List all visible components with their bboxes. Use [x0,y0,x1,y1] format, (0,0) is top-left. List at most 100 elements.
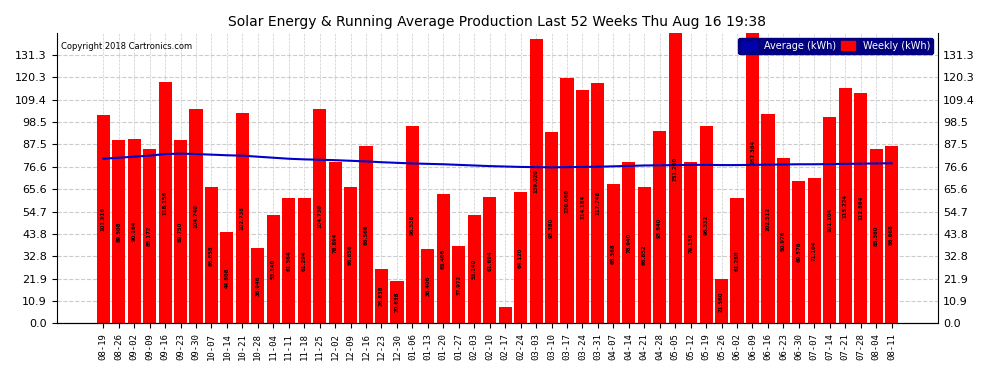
Bar [885,146,898,323]
Text: 20.638: 20.638 [394,292,399,312]
Bar [143,149,156,323]
Text: 78.940: 78.940 [627,232,632,253]
Bar [467,215,481,323]
Text: 61.280: 61.280 [735,251,740,271]
Text: 85.360: 85.360 [873,226,879,246]
Bar [422,249,435,323]
Text: 101.916: 101.916 [101,207,106,231]
Text: 104.740: 104.740 [193,204,198,228]
Bar [499,308,512,323]
Bar [638,187,650,323]
Bar [715,279,729,323]
Text: 78.894: 78.894 [333,232,338,253]
Text: 89.750: 89.750 [178,222,183,242]
Bar [839,88,851,323]
Text: 80.976: 80.976 [781,230,786,251]
Text: 21.560: 21.560 [719,291,724,312]
Text: 86.566: 86.566 [363,225,368,245]
Bar [792,181,806,323]
Bar [483,197,496,323]
Bar [282,198,295,323]
Bar [514,192,528,323]
Bar [623,162,636,323]
Bar [390,281,404,323]
Text: 102.512: 102.512 [765,207,770,231]
Bar [298,198,311,323]
Text: 96.332: 96.332 [704,215,709,235]
Text: 66.658: 66.658 [209,245,214,266]
Bar [761,114,774,323]
Text: 104.730: 104.730 [317,204,322,228]
Bar [313,109,327,323]
Text: 71.104: 71.104 [812,240,817,261]
Bar [808,178,821,323]
Text: 36.406: 36.406 [426,276,431,296]
Bar [668,14,682,323]
Bar [731,198,743,323]
Bar [189,109,203,323]
Text: 90.164: 90.164 [132,221,137,242]
Text: 36.946: 36.946 [255,275,260,296]
Bar [329,162,342,323]
Text: 61.364: 61.364 [286,251,291,271]
Bar [406,126,419,323]
Text: 66.856: 66.856 [348,245,353,266]
Bar [854,93,867,323]
Text: 26.838: 26.838 [379,286,384,306]
Text: 139.020: 139.020 [534,169,539,193]
Bar [158,82,171,323]
Text: 89.508: 89.508 [116,222,121,242]
Bar [266,215,280,323]
Bar [653,132,666,323]
Bar [97,115,110,323]
Text: 151.260: 151.260 [672,157,678,181]
Bar [251,248,264,323]
Bar [112,140,126,323]
Bar [684,162,697,323]
Text: 44.808: 44.808 [225,267,230,288]
Bar [236,113,248,323]
Text: 61.294: 61.294 [302,251,307,271]
Bar [824,117,837,323]
Text: 85.172: 85.172 [148,226,152,246]
Bar [437,194,449,323]
Text: 86.668: 86.668 [889,224,894,245]
Text: 93.840: 93.840 [657,217,662,237]
Bar [544,132,558,323]
Bar [375,268,388,323]
Bar [869,149,883,323]
Text: 37.972: 37.972 [456,274,461,295]
Text: 61.694: 61.694 [487,250,492,270]
Text: 69.576: 69.576 [796,242,801,262]
Bar [205,187,218,323]
Text: 66.852: 66.852 [642,245,646,265]
Text: 102.738: 102.738 [240,206,245,230]
Bar [359,146,372,323]
Text: 167.364: 167.364 [750,140,755,164]
Text: 114.184: 114.184 [580,195,585,219]
Bar [700,126,713,323]
Bar [745,0,759,323]
Text: 63.406: 63.406 [441,248,446,269]
Title: Solar Energy & Running Average Production Last 52 Weeks Thu Aug 16 19:38: Solar Energy & Running Average Productio… [229,15,766,29]
Text: 118.156: 118.156 [162,190,167,215]
Text: Copyright 2018 Cartronics.com: Copyright 2018 Cartronics.com [61,42,192,51]
Text: 117.748: 117.748 [595,191,600,215]
Bar [128,139,141,323]
Text: 96.538: 96.538 [410,214,415,235]
Legend: Average (kWh), Weekly (kWh): Average (kWh), Weekly (kWh) [739,38,934,54]
Text: 93.380: 93.380 [549,218,554,238]
Bar [221,232,234,323]
Bar [607,183,620,323]
Text: 79.136: 79.136 [688,232,693,253]
Bar [591,82,605,323]
Bar [344,187,357,323]
Bar [530,39,543,323]
Text: 120.060: 120.060 [564,189,569,213]
Text: 68.368: 68.368 [611,243,616,264]
Text: 115.224: 115.224 [842,194,847,217]
Text: 64.120: 64.120 [518,248,523,268]
Bar [174,140,187,323]
Bar [576,90,589,323]
Text: 112.864: 112.864 [858,196,863,220]
